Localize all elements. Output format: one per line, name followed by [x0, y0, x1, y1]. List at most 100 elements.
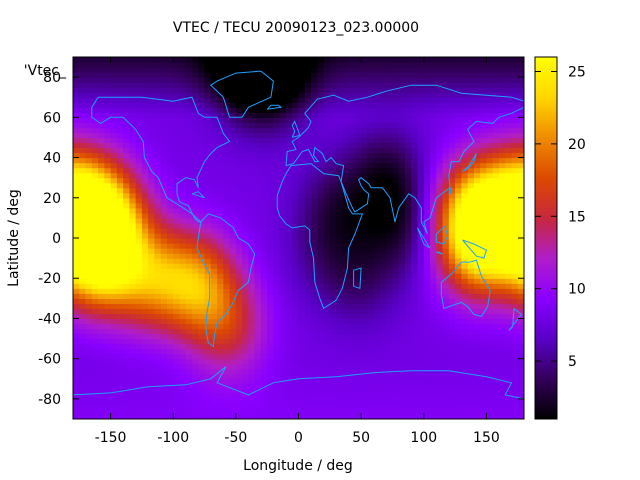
heatmap-cell — [248, 398, 256, 405]
heatmap-cell — [85, 253, 93, 259]
heatmap-cell — [398, 182, 406, 189]
heatmap-cell — [367, 308, 375, 315]
heatmap-cell — [204, 248, 212, 254]
heatmap-cell — [473, 102, 481, 108]
heatmap-cell — [398, 408, 406, 415]
heatmap-cell — [442, 333, 450, 340]
heatmap-cell — [311, 152, 318, 159]
heatmap-cell — [185, 182, 193, 189]
heatmap-cell — [430, 293, 437, 299]
heatmap-cell — [192, 388, 199, 395]
heatmap-cell — [336, 207, 343, 214]
heatmap-cell — [448, 187, 456, 194]
heatmap-cell — [217, 393, 224, 400]
heatmap-cell — [123, 268, 130, 274]
heatmap-cell — [267, 232, 275, 239]
heatmap-cell — [110, 398, 118, 405]
heatmap-cell — [135, 57, 143, 63]
heatmap-cell — [323, 217, 331, 224]
heatmap-cell — [398, 398, 406, 405]
heatmap-cell — [273, 217, 281, 224]
heatmap-cell — [404, 303, 412, 309]
heatmap-cell — [329, 117, 337, 123]
heatmap-cell — [116, 383, 124, 390]
heatmap-cell — [129, 72, 137, 78]
heatmap-cell — [110, 408, 118, 415]
heatmap-cell — [505, 363, 513, 370]
heatmap-cell — [129, 398, 137, 405]
heatmap-cell — [436, 142, 444, 149]
heatmap-cell — [285, 142, 293, 149]
heatmap-cell — [129, 248, 137, 254]
heatmap-cell — [217, 207, 224, 214]
heatmap-cell — [79, 212, 87, 219]
heatmap-cell — [166, 82, 174, 88]
heatmap-cell — [135, 227, 143, 234]
heatmap-cell — [273, 142, 281, 149]
heatmap-cell — [160, 62, 168, 68]
heatmap-cell — [285, 177, 293, 184]
heatmap-cell — [392, 373, 400, 380]
heatmap-cell — [223, 202, 231, 209]
heatmap-cell — [185, 408, 193, 415]
heatmap-cell — [148, 72, 156, 78]
heatmap-cell — [304, 207, 312, 214]
heatmap-cell — [135, 278, 143, 284]
heatmap-cell — [505, 368, 513, 375]
heatmap-cell — [229, 232, 237, 239]
heatmap-cell — [442, 288, 450, 294]
heatmap-cell — [442, 182, 450, 189]
heatmap-cell — [361, 67, 368, 73]
heatmap-cell — [98, 313, 105, 320]
heatmap-cell — [116, 373, 124, 380]
heatmap-cell — [160, 238, 168, 244]
heatmap-cell — [248, 323, 256, 330]
heatmap-cell — [148, 408, 156, 415]
heatmap-cell — [392, 97, 400, 103]
heatmap-cell — [135, 268, 143, 274]
heatmap-cell — [292, 167, 300, 174]
heatmap-cell — [336, 343, 343, 350]
heatmap-cell — [298, 212, 306, 219]
heatmap-cell — [198, 222, 206, 229]
heatmap-cell — [279, 182, 287, 189]
heatmap-cell — [91, 348, 99, 355]
heatmap-cell — [173, 217, 181, 224]
heatmap-cell — [467, 152, 475, 159]
heatmap-cell — [91, 313, 99, 320]
heatmap-cell — [85, 243, 93, 249]
heatmap-cell — [148, 283, 156, 289]
heatmap-cell — [411, 77, 419, 83]
heatmap-cell — [492, 253, 500, 259]
heatmap-cell — [73, 182, 80, 189]
heatmap-cell — [173, 197, 181, 204]
heatmap-cell — [210, 222, 218, 229]
heatmap-cell — [223, 403, 231, 410]
heatmap-cell — [254, 87, 262, 93]
heatmap-cell — [223, 348, 231, 355]
heatmap-cell — [248, 152, 256, 159]
heatmap-cell — [279, 298, 287, 304]
heatmap-cell — [336, 268, 343, 274]
heatmap-cell — [242, 112, 249, 118]
heatmap-cell — [267, 177, 275, 184]
heatmap-cell — [379, 328, 387, 335]
heatmap-cell — [423, 132, 431, 139]
heatmap-cell — [354, 318, 362, 325]
heatmap-cell — [311, 238, 318, 244]
heatmap-cell — [192, 107, 199, 113]
heatmap-cell — [298, 137, 306, 144]
heatmap-cell — [442, 378, 450, 385]
heatmap-cell — [311, 293, 318, 299]
heatmap-cell — [455, 77, 462, 83]
heatmap-cell — [455, 97, 462, 103]
heatmap-cell — [260, 162, 268, 169]
heatmap-cell — [254, 192, 262, 199]
heatmap-cell — [110, 288, 118, 294]
heatmap-cell — [317, 232, 325, 239]
heatmap-cell — [285, 273, 293, 279]
heatmap-cell — [417, 378, 425, 385]
heatmap-cell — [367, 293, 375, 299]
heatmap-cell — [148, 238, 156, 244]
heatmap-cell — [166, 328, 174, 335]
